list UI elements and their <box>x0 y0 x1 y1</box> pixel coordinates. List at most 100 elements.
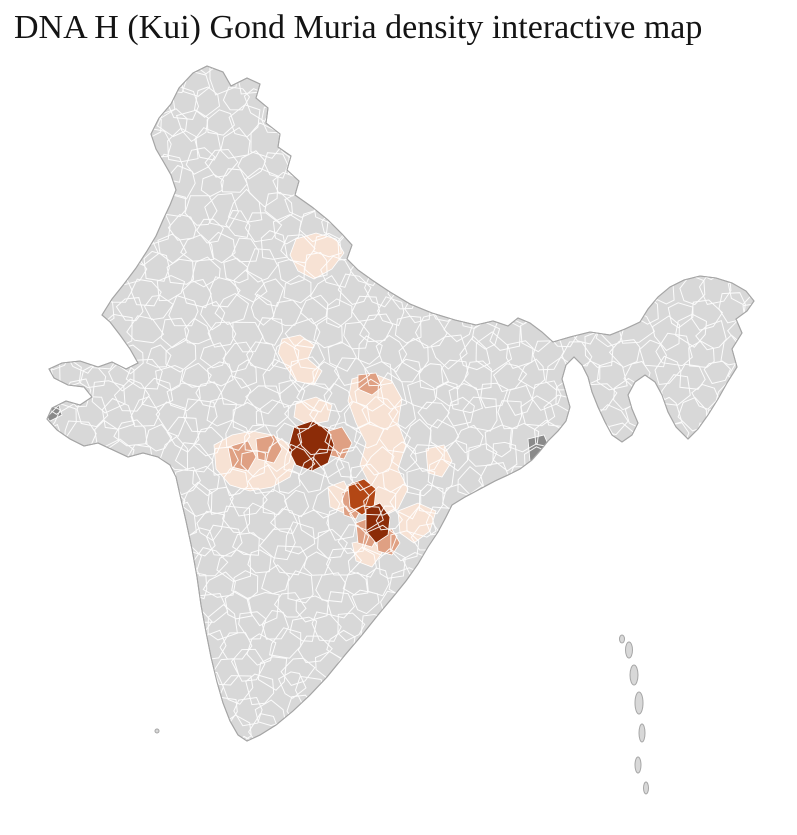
district-cell <box>269 627 302 659</box>
district-cell <box>555 250 590 288</box>
district-cell <box>582 635 610 660</box>
district-cell <box>607 249 639 287</box>
district-cell <box>467 150 501 175</box>
district-cell <box>553 716 591 742</box>
district-cell <box>229 487 268 517</box>
district-cell <box>619 66 653 92</box>
district-cell <box>693 630 723 659</box>
district-cell <box>672 111 702 141</box>
page-title: DNA H (Kui) Gond Muria density interacti… <box>14 9 703 46</box>
district-cell <box>466 232 499 257</box>
district-cell <box>233 269 268 303</box>
district-cell <box>41 756 70 792</box>
district-cell <box>714 416 744 450</box>
district-cell <box>377 372 408 410</box>
district-cell <box>244 212 283 243</box>
andaman-island[interactable] <box>629 664 639 686</box>
district-cell <box>346 88 378 119</box>
district-cell <box>259 528 296 561</box>
district-cell <box>117 719 147 742</box>
district-cell <box>47 530 59 556</box>
district-cell <box>337 273 372 306</box>
district-cell <box>95 590 122 617</box>
district-cell <box>695 722 721 742</box>
district-cell <box>94 718 123 742</box>
district-cell <box>703 568 733 594</box>
district-cell <box>428 210 460 235</box>
district-cell <box>411 571 448 605</box>
district-cell <box>280 657 316 687</box>
district-cell <box>661 66 693 74</box>
nicobar-island[interactable] <box>634 756 642 774</box>
district-cell <box>206 397 238 427</box>
district-cell <box>471 66 501 89</box>
district-cell <box>120 504 151 540</box>
district-cell <box>717 168 745 195</box>
district-cell <box>699 611 730 637</box>
district-cell <box>440 359 469 390</box>
district-cell <box>76 699 105 726</box>
andaman-island[interactable] <box>638 723 646 743</box>
district-cell <box>159 436 189 472</box>
district-cell <box>438 653 467 685</box>
district-cell <box>585 66 616 73</box>
district-cell <box>228 104 261 138</box>
district-cell <box>237 150 267 180</box>
andaman-island[interactable] <box>619 634 625 644</box>
district-cell <box>654 355 681 386</box>
district-cell <box>158 732 190 742</box>
district-cell <box>125 148 161 177</box>
district-cell <box>716 129 746 159</box>
lakshadweep-island[interactable] <box>154 728 160 734</box>
andaman-island[interactable] <box>625 641 633 659</box>
district-cell <box>535 633 563 658</box>
district-cell <box>404 633 434 662</box>
district-cell <box>173 589 201 619</box>
district-cell <box>467 443 498 467</box>
district-cell <box>587 508 622 539</box>
district-cell <box>326 681 354 705</box>
district-cell <box>80 311 109 346</box>
district-cell <box>12 340 41 370</box>
district-cell <box>108 486 139 516</box>
district-cell <box>351 295 381 322</box>
district-cell <box>61 710 96 742</box>
district-cell <box>155 401 188 437</box>
district-cell <box>47 635 69 663</box>
district-cell <box>317 528 348 559</box>
district-cell <box>206 109 235 136</box>
district-cell <box>504 170 530 196</box>
district-cell <box>117 66 145 79</box>
district-cell <box>127 648 157 684</box>
district-cell <box>564 756 589 784</box>
district-cell <box>312 739 340 742</box>
district-cell <box>735 543 754 577</box>
district-cell <box>483 677 510 704</box>
district-cell <box>444 272 473 309</box>
andaman-island[interactable] <box>634 691 644 715</box>
district-cell <box>668 251 697 280</box>
district-cell <box>324 421 363 455</box>
nicobar-island[interactable] <box>643 781 649 795</box>
district-cell <box>679 779 712 811</box>
district-cell <box>47 502 76 534</box>
district-cell <box>88 757 121 787</box>
district-cell <box>277 759 303 787</box>
district-cell <box>636 132 664 157</box>
district-cell <box>349 667 385 705</box>
district-cell <box>71 234 105 266</box>
district-cell <box>690 299 724 331</box>
district-cell <box>231 570 259 601</box>
district-cell <box>462 396 498 432</box>
district-cell <box>662 507 687 538</box>
district-cell <box>47 545 75 578</box>
district-cell <box>348 208 379 240</box>
district-cell <box>337 524 370 555</box>
district-cell <box>441 106 469 132</box>
district-cell <box>297 755 329 788</box>
district-cell <box>297 635 333 664</box>
district-cell <box>30 782 57 808</box>
district-cell <box>584 544 613 582</box>
district-cell <box>639 459 667 488</box>
district-cell <box>51 195 76 219</box>
